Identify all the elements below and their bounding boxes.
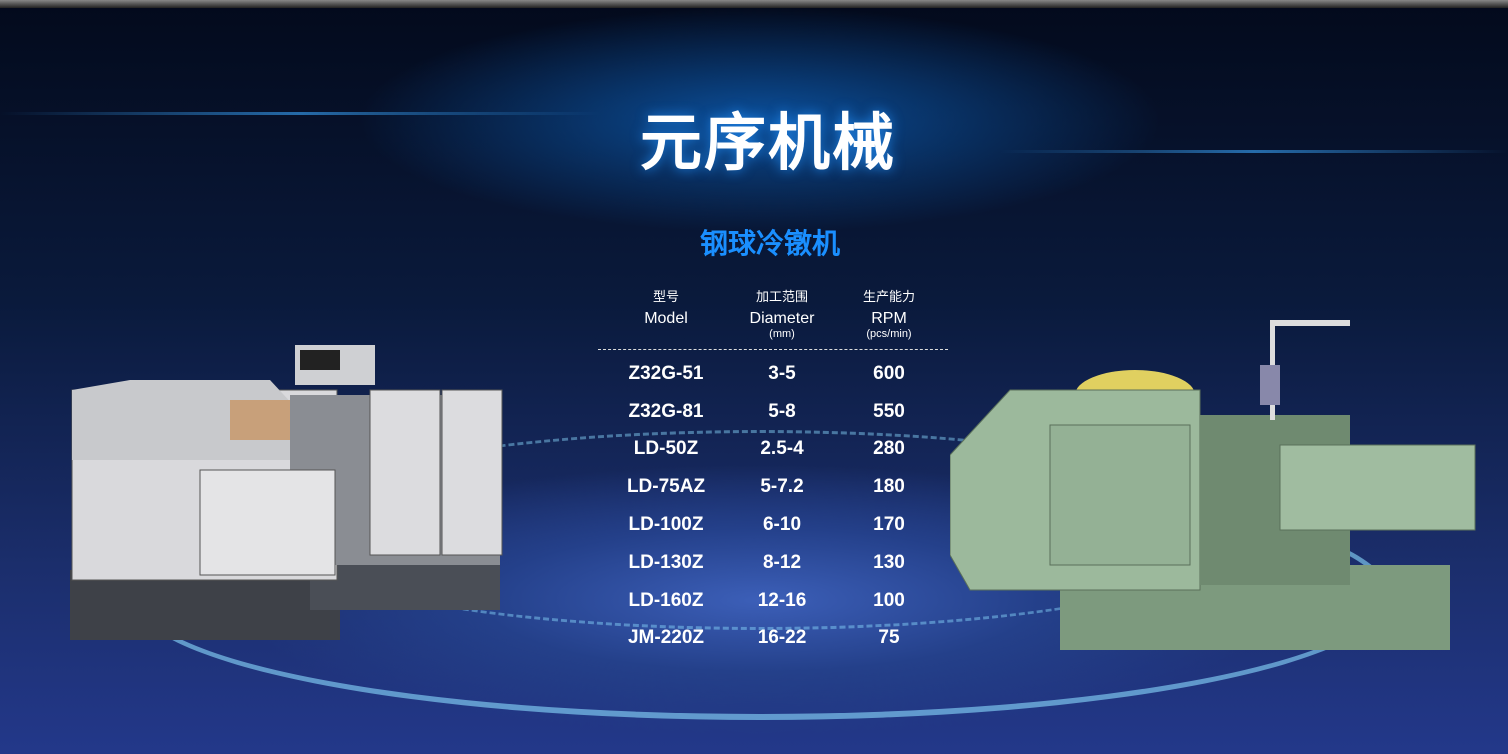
cell-diameter: 16-22 bbox=[757, 627, 807, 649]
cell-rpm: 130 bbox=[873, 551, 905, 573]
cell-diameter: 12-16 bbox=[757, 589, 807, 611]
header-zh: 加工范围 bbox=[755, 289, 808, 304]
cell-rpm: 170 bbox=[873, 514, 905, 536]
header-model: 型号 Model bbox=[598, 286, 734, 349]
specs-table: 型号 Model 加工范围 Diameter (mm) 生产能力 RPM (pc… bbox=[598, 286, 948, 657]
top-bar bbox=[0, 0, 1508, 8]
light-streak bbox=[1000, 150, 1508, 153]
cell-diameter: 6-10 bbox=[762, 514, 802, 536]
section-subtitle: 钢球冷镦机 bbox=[699, 228, 840, 259]
header-zh: 生产能力 bbox=[862, 289, 915, 304]
cell-rpm: 100 bbox=[873, 589, 905, 611]
header-unit: (mm) bbox=[769, 328, 795, 340]
page-title: 元序机械 bbox=[639, 109, 896, 178]
table-row: Z32G-51 3-5 600 bbox=[598, 355, 948, 393]
cell-model: LD-130Z bbox=[628, 551, 704, 573]
cell-rpm: 180 bbox=[873, 476, 905, 498]
machine-image-left bbox=[70, 345, 503, 640]
cell-model: Z32G-51 bbox=[628, 362, 704, 384]
cell-model: JM-220Z bbox=[627, 627, 705, 649]
cell-model: LD-100Z bbox=[628, 514, 704, 536]
cell-model: LD-75AZ bbox=[626, 476, 706, 498]
cell-diameter: 5-7.2 bbox=[760, 476, 804, 498]
header-rpm: 生产能力 RPM (pcs/min) bbox=[830, 286, 948, 349]
light-streak bbox=[0, 112, 600, 115]
header-zh: 型号 bbox=[652, 289, 679, 304]
cell-rpm: 550 bbox=[873, 400, 905, 422]
header-unit: (pcs/min) bbox=[866, 328, 912, 340]
header-en: Diameter bbox=[749, 310, 815, 327]
cell-diameter: 5-8 bbox=[768, 400, 796, 422]
cell-diameter: 3-5 bbox=[768, 362, 796, 384]
header-en: RPM bbox=[871, 310, 907, 327]
machine-image-right bbox=[950, 320, 1476, 650]
cell-diameter: 2.5-4 bbox=[760, 438, 804, 460]
header-diameter: 加工范围 Diameter (mm) bbox=[734, 286, 830, 349]
cell-rpm: 600 bbox=[873, 362, 905, 384]
table-row: LD-100Z 6-10 170 bbox=[598, 506, 948, 544]
table-row: JM-220Z 16-22 75 bbox=[598, 620, 948, 658]
cell-model: LD-160Z bbox=[628, 589, 704, 611]
cell-model: LD-50Z bbox=[633, 438, 699, 460]
table-row: LD-50Z 2.5-4 280 bbox=[598, 431, 948, 469]
cell-rpm: 280 bbox=[873, 438, 905, 460]
table-row: LD-130Z 8-12 130 bbox=[598, 544, 948, 582]
cell-rpm: 75 bbox=[878, 627, 900, 649]
cell-model: Z32G-81 bbox=[628, 400, 704, 422]
header-en: Model bbox=[644, 310, 688, 327]
table-row: Z32G-81 5-8 550 bbox=[598, 393, 948, 431]
table-header: 型号 Model 加工范围 Diameter (mm) 生产能力 RPM (pc… bbox=[598, 286, 948, 350]
table-row: LD-160Z 12-16 100 bbox=[598, 582, 948, 620]
cell-diameter: 8-12 bbox=[762, 551, 802, 573]
table-row: LD-75AZ 5-7.2 180 bbox=[598, 468, 948, 506]
